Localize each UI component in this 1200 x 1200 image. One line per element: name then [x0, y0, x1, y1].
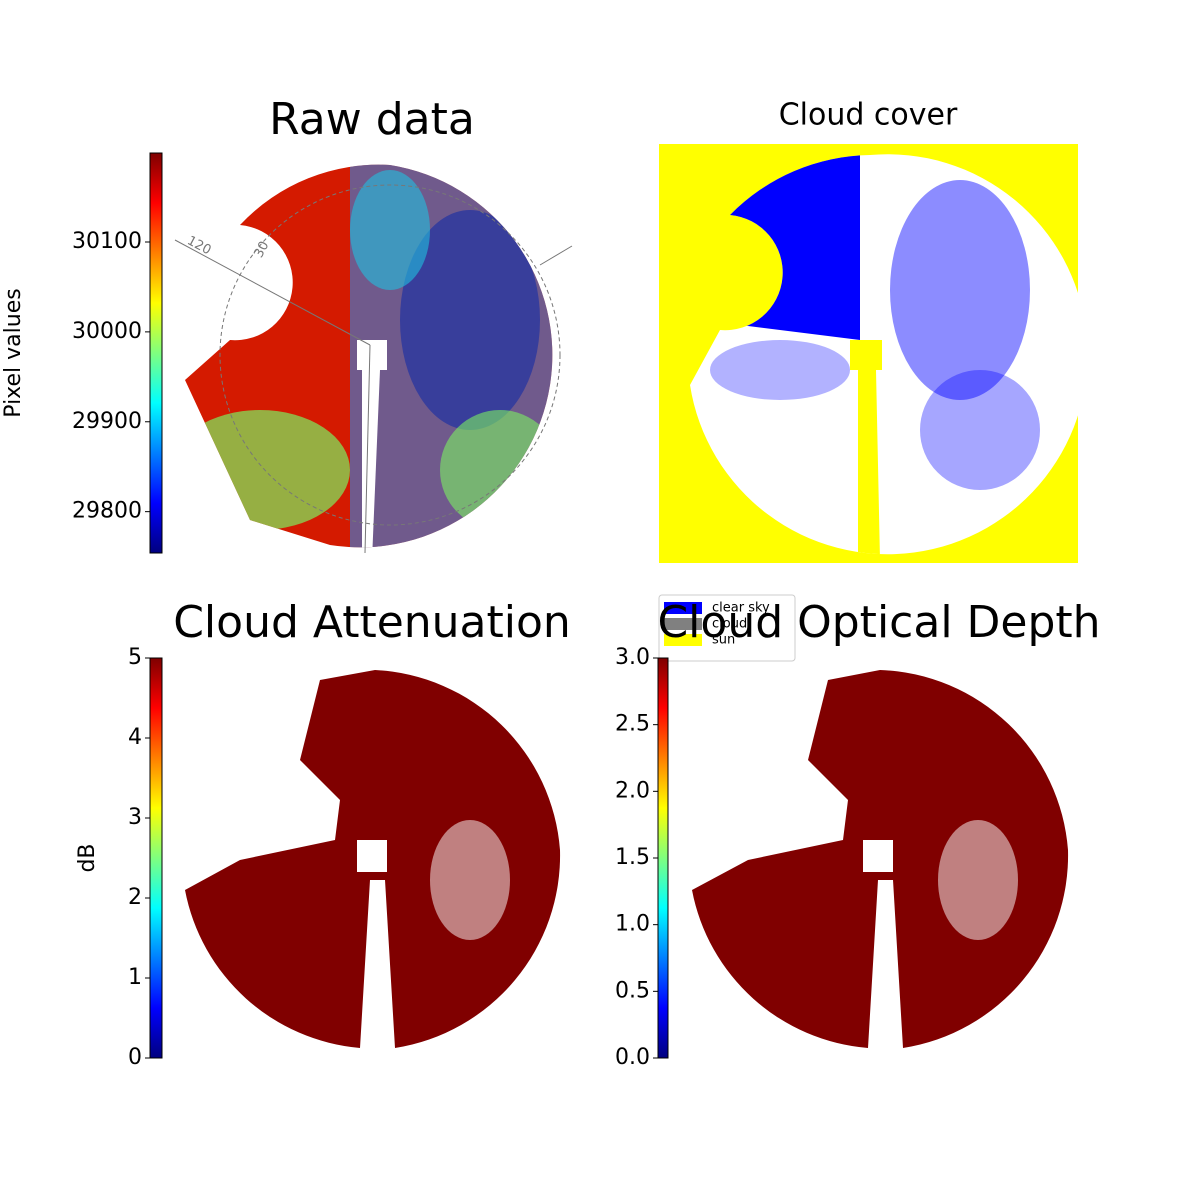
- colorbar-tick-label: 2.5: [615, 712, 650, 737]
- colorbar-tick-label: 5: [128, 645, 142, 670]
- legend-label: cloud: [712, 617, 747, 632]
- colorbar-tick-label: 0.5: [615, 978, 650, 1003]
- colorbar-tick-label: 30000: [72, 319, 142, 344]
- colorbar-tick-label: 0.0: [615, 1045, 650, 1070]
- panel-title: Raw data: [269, 94, 475, 145]
- colorbar-label: dB: [75, 843, 100, 872]
- colorbar-tick-label: 1.0: [615, 912, 650, 937]
- legend-label: clear sky: [712, 601, 770, 616]
- legend-swatch: [664, 634, 702, 646]
- colorbar: [149, 657, 163, 1059]
- colorbar-tick-label: 29900: [72, 409, 142, 434]
- panel-title: Cloud cover: [779, 98, 958, 133]
- colorbar: [657, 657, 669, 1059]
- attenuation-image: [185, 670, 561, 1048]
- legend-swatch: [664, 602, 702, 614]
- colorbar-tick-label: 2.0: [615, 778, 650, 803]
- colorbar-tick-label: 4: [128, 725, 142, 750]
- colorbar-tick-label: 3.0: [615, 645, 650, 670]
- raw-image: [185, 164, 553, 548]
- colorbar-tick-label: 29800: [72, 499, 142, 524]
- legend-label: sun: [712, 633, 735, 648]
- colorbar-tick-label: 1: [128, 965, 142, 990]
- panel-title: Cloud Optical Depth: [657, 597, 1100, 648]
- legend-swatch: [664, 618, 702, 630]
- colorbar-tick-label: 3: [128, 805, 142, 830]
- polar-label: 120: [184, 233, 213, 258]
- colorbar-tick-label: 2: [128, 885, 142, 910]
- polar-label: 30: [251, 239, 272, 261]
- colorbar-tick-label: 30100: [72, 229, 142, 254]
- colorbar: [149, 152, 163, 554]
- optical-depth-image: [692, 670, 1069, 1048]
- colorbar-tick-label: 1.5: [615, 845, 650, 870]
- polar-grid: [174, 184, 573, 554]
- colorbar-label: Pixel values: [1, 288, 26, 417]
- panel-title: Cloud Attenuation: [173, 597, 571, 648]
- colorbar-tick-label: 0: [128, 1045, 142, 1070]
